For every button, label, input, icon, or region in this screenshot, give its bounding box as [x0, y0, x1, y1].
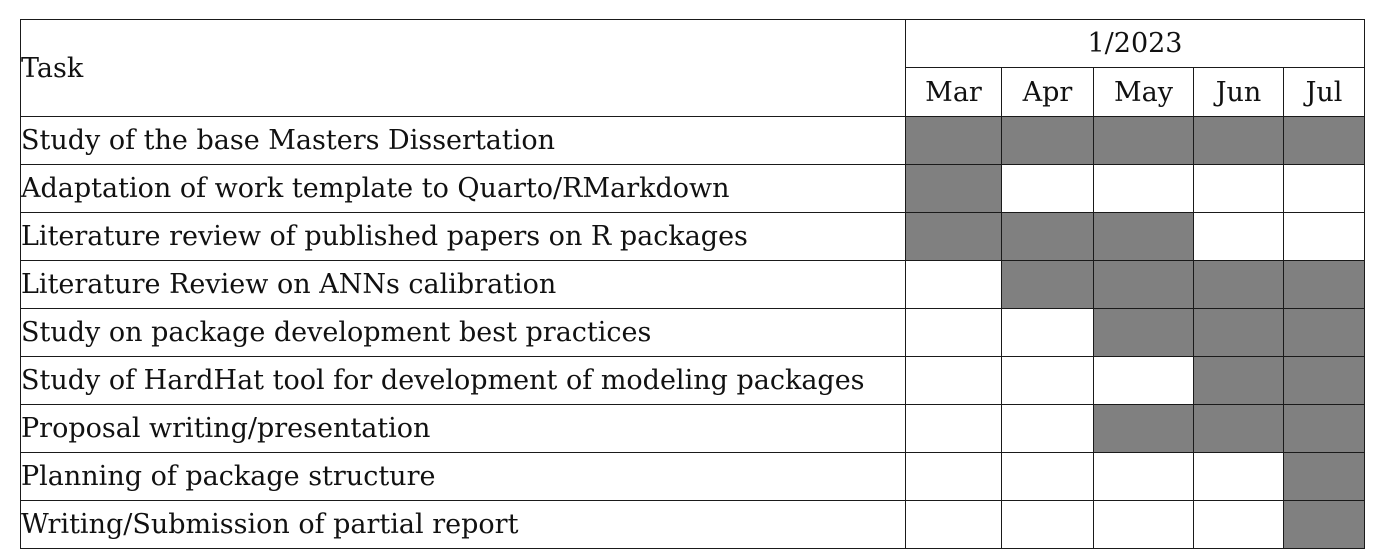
month-cell: [1283, 212, 1365, 261]
month-cell-active: [1093, 260, 1194, 309]
month-cell: [905, 260, 1002, 309]
month-header-jul: Jul: [1283, 67, 1365, 117]
month-cell-active: [1193, 308, 1284, 357]
month-cell-active: [1283, 356, 1365, 405]
month-cell-active: [1193, 260, 1284, 309]
month-cell: [1001, 164, 1094, 213]
table-row: Writing/Submission of partial report: [20, 500, 1365, 549]
table-body: Study of the base Masters Dissertation A…: [20, 116, 1365, 549]
month-cell-active: [1283, 260, 1365, 309]
month-cell-active: [1193, 356, 1284, 405]
month-cell: [1093, 356, 1194, 405]
month-cell-active: [905, 212, 1002, 261]
task-name: Adaptation of work template to Quarto/RM…: [20, 164, 906, 213]
table-row: Proposal writing/presentation: [20, 404, 1365, 453]
task-name: Study of the base Masters Dissertation: [20, 116, 906, 165]
month-cell: [1001, 452, 1094, 501]
task-column-header: Task: [20, 19, 906, 117]
task-name: Study of HardHat tool for development of…: [20, 356, 906, 405]
month-cell: [1193, 452, 1284, 501]
month-cell: [1093, 164, 1194, 213]
schedule-table: Task 1/2023 Mar Apr May Jun Jul Study of…: [20, 19, 1365, 549]
table-row: Literature review of published papers on…: [20, 212, 1365, 261]
task-name: Study on package development best practi…: [20, 308, 906, 357]
month-header-apr: Apr: [1001, 67, 1094, 117]
month-cell-active: [905, 164, 1002, 213]
month-cell-active: [1001, 116, 1094, 165]
task-name: Literature review of published papers on…: [20, 212, 906, 261]
table-row: Planning of package structure: [20, 452, 1365, 501]
task-name: Literature Review on ANNs calibration: [20, 260, 906, 309]
month-cell: [905, 404, 1002, 453]
month-cell-active: [1283, 404, 1365, 453]
month-cell-active: [1093, 308, 1194, 357]
month-cell: [1193, 212, 1284, 261]
month-cell-active: [1193, 116, 1284, 165]
month-cell-active: [1283, 308, 1365, 357]
month-cell: [905, 500, 1002, 549]
month-cell-active: [1283, 116, 1365, 165]
month-cell: [1193, 164, 1284, 213]
table-row: Study of HardHat tool for development of…: [20, 356, 1365, 405]
month-cell: [1283, 164, 1365, 213]
task-name: Writing/Submission of partial report: [20, 500, 906, 549]
month-cell-active: [905, 116, 1002, 165]
month-cell: [905, 356, 1002, 405]
month-cell-active: [1001, 212, 1094, 261]
month-header-may: May: [1093, 67, 1194, 117]
month-cell-active: [1001, 260, 1094, 309]
month-header-mar: Mar: [905, 67, 1002, 117]
schedule-table-container: Task 1/2023 Mar Apr May Jun Jul Study of…: [20, 19, 1365, 549]
task-name: Proposal writing/presentation: [20, 404, 906, 453]
task-name: Planning of package structure: [20, 452, 906, 501]
month-cell-active: [1193, 404, 1284, 453]
month-cell: [1001, 356, 1094, 405]
month-cell: [1093, 452, 1194, 501]
month-cell: [905, 452, 1002, 501]
month-cell-active: [1093, 116, 1194, 165]
month-cell: [905, 308, 1002, 357]
month-cell: [1001, 404, 1094, 453]
table-row: Adaptation of work template to Quarto/RM…: [20, 164, 1365, 213]
month-header-jun: Jun: [1193, 67, 1284, 117]
month-cell-active: [1093, 404, 1194, 453]
month-cell: [1001, 308, 1094, 357]
table-row: Literature Review on ANNs calibration: [20, 260, 1365, 309]
table-row: Study of the base Masters Dissertation: [20, 116, 1365, 165]
month-cell: [1193, 500, 1284, 549]
month-cell-active: [1093, 212, 1194, 261]
table-header: Task 1/2023 Mar Apr May Jun Jul: [20, 19, 1365, 117]
period-header: 1/2023: [905, 19, 1365, 68]
month-cell-active: [1283, 452, 1365, 501]
header-row-top: Task 1/2023: [20, 19, 1365, 117]
month-cell: [1001, 500, 1094, 549]
table-row: Study on package development best practi…: [20, 308, 1365, 357]
month-cell: [1093, 500, 1194, 549]
month-cell-active: [1283, 500, 1365, 549]
